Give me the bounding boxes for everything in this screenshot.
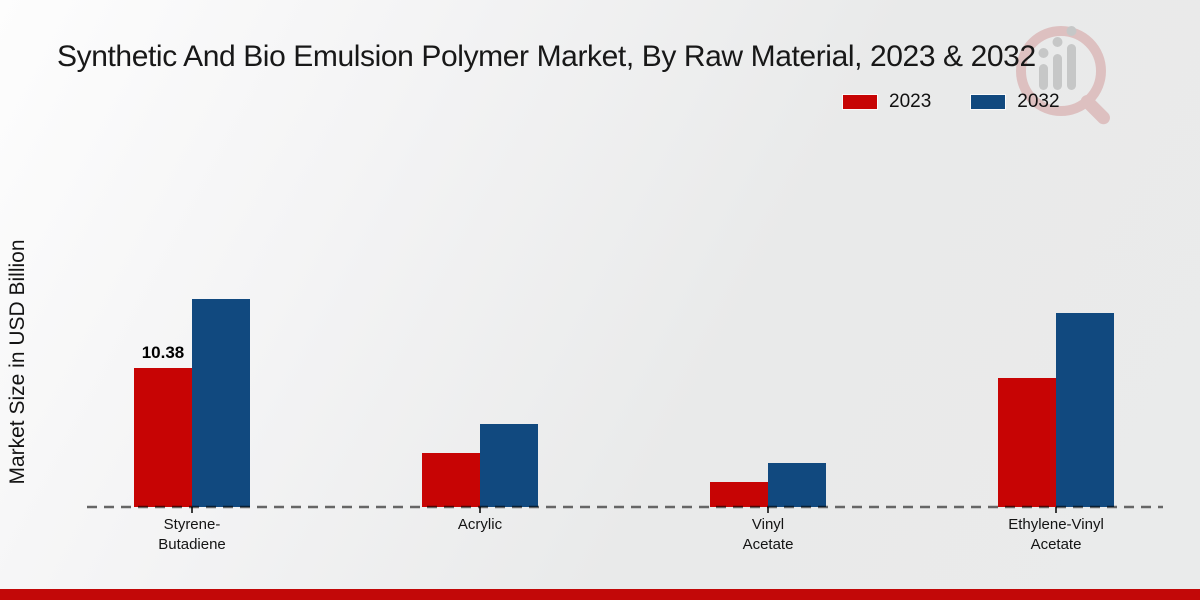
legend-label-2032: 2032	[1017, 91, 1060, 112]
x-axis-baseline	[87, 505, 1163, 509]
category-label-styrene-butadiene: Styrene- Butadiene	[158, 516, 226, 553]
legend-swatch-2032	[971, 95, 1006, 109]
legend: 2023 2032	[843, 91, 1060, 113]
x-axis-tick	[479, 507, 481, 513]
value-label-2023-styrene-butadiene: 10.38	[141, 343, 185, 362]
bar-2023-acrylic	[422, 453, 480, 507]
legend-item-2023: 2023	[843, 91, 931, 113]
x-axis-tick	[191, 507, 193, 513]
x-axis-tick	[767, 507, 769, 513]
legend-item-2032: 2032	[971, 91, 1060, 113]
bar-2032-ethylene-vinyl-acetate	[1056, 313, 1114, 507]
bar-2032-styrene-butadiene	[192, 299, 250, 507]
category-label-vinyl-acetate: Vinyl Acetate	[742, 516, 794, 553]
brand-logo-watermark-icon	[1016, 26, 1110, 125]
bar-2032-vinyl-acetate	[768, 463, 826, 507]
category-label-acrylic: Acrylic	[457, 516, 503, 533]
category-label-ethylene-vinyl-acetate: Ethylene-Vinyl Acetate	[1008, 516, 1104, 553]
y-axis-label: Market Size in USD Billion	[6, 239, 29, 485]
bar-2023-ethylene-vinyl-acetate	[998, 378, 1056, 507]
bar-2023-vinyl-acetate	[710, 482, 768, 507]
legend-label-2023: 2023	[889, 91, 932, 112]
chart-title: Synthetic And Bio Emulsion Polymer Marke…	[57, 40, 1036, 73]
legend-swatch-2023	[843, 95, 877, 109]
bar-2032-acrylic	[480, 424, 538, 507]
footer-accent-bar	[0, 589, 1200, 600]
bar-2023-styrene-butadiene	[134, 368, 192, 507]
x-axis-tick	[1055, 507, 1057, 513]
